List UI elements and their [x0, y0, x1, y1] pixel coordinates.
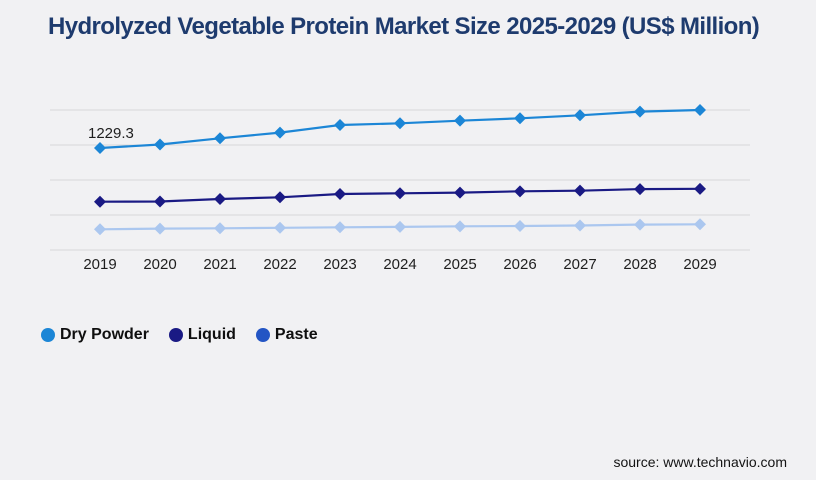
x-axis-label-2019: 2019 — [83, 256, 116, 273]
marker-liquid-2023[interactable] — [334, 187, 346, 200]
marker-paste-2027[interactable] — [574, 219, 586, 232]
marker-dry-powder-2024[interactable] — [394, 117, 406, 130]
marker-paste-2023[interactable] — [334, 221, 346, 234]
marker-liquid-2026[interactable] — [514, 185, 526, 198]
marker-dry-powder-2021[interactable] — [214, 132, 226, 145]
x-axis-label-2027: 2027 — [563, 256, 596, 273]
x-axis-label-2022: 2022 — [263, 256, 296, 273]
marker-dry-powder-2027[interactable] — [574, 109, 586, 122]
legend-dot-liquid — [168, 328, 183, 342]
marker-liquid-2029[interactable] — [694, 182, 706, 195]
legend-dot-paste — [255, 328, 270, 342]
marker-paste-2024[interactable] — [394, 220, 406, 233]
marker-liquid-2028[interactable] — [634, 183, 646, 196]
marker-paste-2019[interactable] — [94, 223, 106, 236]
source-attribution: source: www.technavio.com — [613, 454, 787, 470]
marker-liquid-2027[interactable] — [574, 184, 586, 197]
marker-dry-powder-2023[interactable] — [334, 119, 346, 132]
legend-item-liquid[interactable]: Liquid — [168, 326, 236, 344]
legend-label-paste: Paste — [274, 326, 318, 343]
point-label: 1229.3 — [88, 125, 134, 142]
x-axis-label-2026: 2026 — [503, 256, 536, 273]
legend-item-dry-powder[interactable]: Dry Powder — [41, 326, 149, 344]
marker-dry-powder-2020[interactable] — [154, 138, 166, 151]
marker-paste-2022[interactable] — [274, 221, 286, 234]
x-axis-label-2025: 2025 — [443, 256, 476, 273]
marker-paste-2020[interactable] — [154, 222, 166, 235]
x-axis-label-2029: 2029 — [683, 256, 716, 273]
marker-paste-2028[interactable] — [634, 218, 646, 231]
marker-liquid-2021[interactable] — [214, 192, 226, 205]
marker-paste-2026[interactable] — [514, 220, 526, 233]
marker-liquid-2019[interactable] — [94, 195, 106, 208]
legend-label-dry-powder: Dry Powder — [60, 326, 149, 343]
x-axis-label-2020: 2020 — [143, 256, 176, 273]
x-axis-label-2028: 2028 — [623, 256, 656, 273]
marker-dry-powder-2026[interactable] — [514, 112, 526, 125]
marker-dry-powder-2022[interactable] — [274, 126, 286, 139]
marker-liquid-2024[interactable] — [394, 187, 406, 200]
marker-dry-powder-2028[interactable] — [634, 105, 646, 118]
chart-legend: Dry Powder Liquid Paste — [41, 326, 318, 344]
marker-paste-2021[interactable] — [214, 222, 226, 235]
marker-liquid-2022[interactable] — [274, 191, 286, 204]
x-axis-label-2021: 2021 — [203, 256, 236, 273]
marker-liquid-2020[interactable] — [154, 195, 166, 208]
marker-dry-powder-2029[interactable] — [694, 103, 706, 116]
legend-dot-dry-powder — [41, 328, 55, 342]
marker-paste-2029[interactable] — [694, 218, 706, 231]
marker-dry-powder-2025[interactable] — [454, 114, 466, 127]
line-chart-plot: 2019 2020 2021 2022 2023 2024 2025 2026 2027 2028… — [50, 103, 750, 273]
legend-label-liquid: Liquid — [187, 326, 236, 343]
legend-item-paste[interactable]: Paste — [255, 326, 318, 344]
marker-dry-powder-2019[interactable] — [94, 141, 106, 154]
x-axis-label-2023: 2023 — [323, 256, 356, 273]
chart-title: Hydrolyzed Vegetable Protein Market Size… — [48, 13, 760, 40]
marker-paste-2025[interactable] — [454, 220, 466, 233]
marker-liquid-2025[interactable] — [454, 186, 466, 199]
x-axis-label-2024: 2024 — [383, 256, 416, 273]
